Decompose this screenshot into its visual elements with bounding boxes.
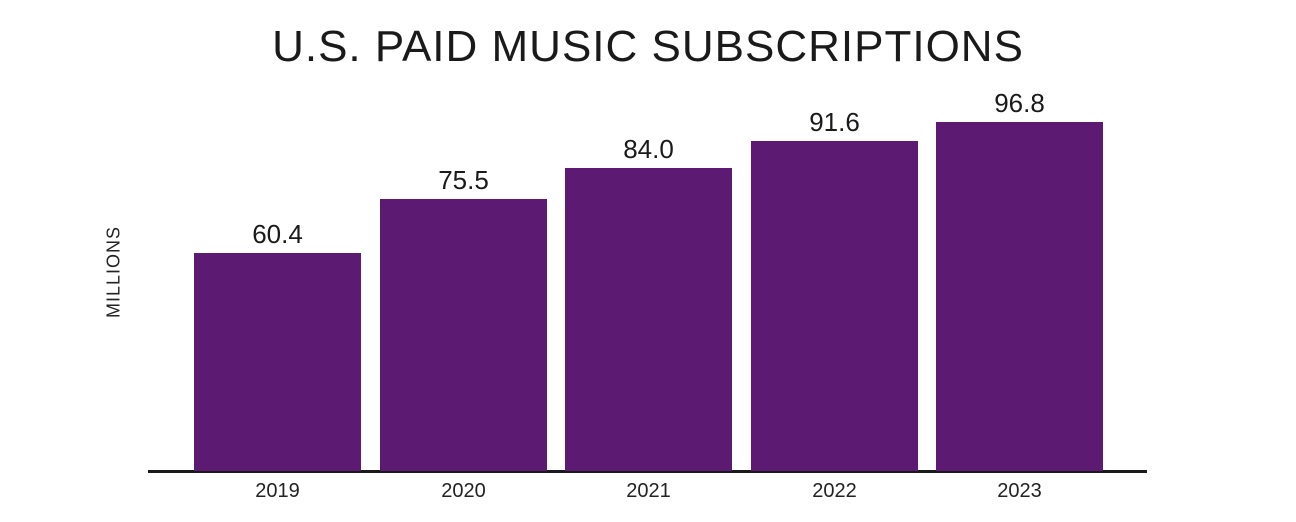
x-tick-label-2021: 2021 bbox=[626, 480, 671, 502]
bar-2022 bbox=[751, 141, 918, 471]
value-label-2019: 60.4 bbox=[252, 219, 303, 249]
value-label-2022: 91.6 bbox=[809, 107, 860, 137]
x-axis-line bbox=[148, 470, 1147, 473]
x-tick-label-2019: 2019 bbox=[255, 480, 300, 502]
x-tick-label-2020: 2020 bbox=[441, 480, 486, 502]
x-tick-label-2023: 2023 bbox=[997, 480, 1042, 502]
x-tick-label-2022: 2022 bbox=[812, 480, 857, 502]
y-axis-label: MILLIONS bbox=[103, 225, 124, 319]
value-label-2020: 75.5 bbox=[438, 165, 489, 195]
bar-2023 bbox=[936, 122, 1103, 471]
value-label-2021: 84.0 bbox=[623, 134, 674, 164]
bar-2020 bbox=[380, 199, 547, 471]
bar-2021 bbox=[565, 168, 732, 471]
chart-title: U.S. PAID MUSIC SUBSCRIPTIONS bbox=[272, 22, 1024, 71]
value-label-2023: 96.8 bbox=[994, 88, 1045, 118]
bar-2019 bbox=[194, 253, 361, 471]
